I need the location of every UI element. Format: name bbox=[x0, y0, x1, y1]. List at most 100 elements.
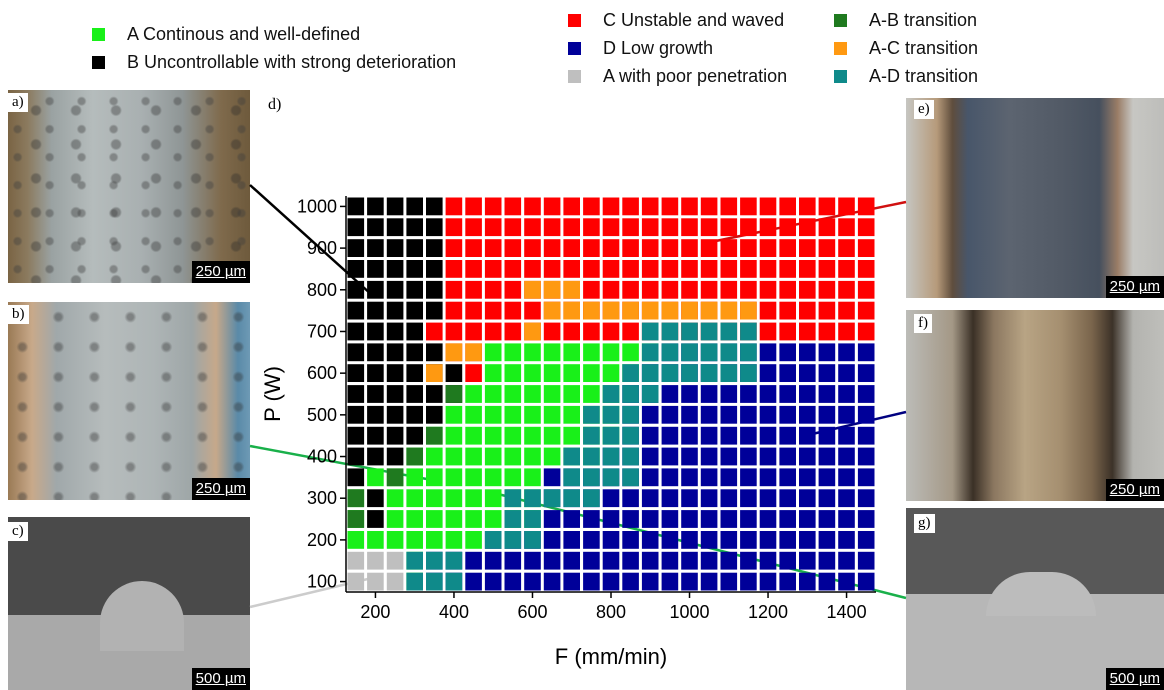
heatmap-cell bbox=[347, 322, 365, 341]
heatmap-cell bbox=[779, 426, 796, 445]
heatmap-cell bbox=[661, 447, 679, 466]
heatmap-cell bbox=[563, 531, 580, 549]
heatmap-cell bbox=[622, 197, 639, 216]
heatmap-cell bbox=[838, 343, 855, 362]
heatmap-cell bbox=[838, 218, 855, 237]
heatmap-cell bbox=[543, 385, 561, 403]
heatmap-cell-transition bbox=[700, 364, 718, 382]
heatmap-cell bbox=[347, 531, 365, 549]
heatmap-cell bbox=[740, 239, 757, 257]
legend-swatch bbox=[834, 14, 847, 27]
scale-bar-e: 250 µm bbox=[1105, 276, 1164, 298]
heatmap-cell bbox=[426, 510, 443, 528]
heatmap-cell bbox=[779, 280, 796, 299]
legend-swatch bbox=[568, 70, 581, 83]
legend-item: C Unstable and waved bbox=[568, 10, 784, 31]
x-tick-label: 1200 bbox=[748, 602, 788, 622]
heatmap-cell bbox=[504, 218, 522, 237]
heatmap-cell bbox=[779, 531, 796, 549]
heatmap-cell bbox=[583, 343, 600, 362]
heatmap-cell bbox=[661, 260, 679, 278]
heatmap-cell bbox=[838, 531, 855, 549]
heatmap-cell bbox=[445, 489, 463, 508]
heatmap-cell bbox=[720, 239, 738, 257]
heatmap-cell bbox=[367, 280, 384, 299]
heatmap-cell bbox=[838, 510, 855, 528]
heatmap-cell bbox=[484, 280, 502, 299]
heatmap-cell bbox=[838, 301, 855, 320]
heatmap-cell bbox=[426, 218, 443, 237]
heatmap-cell bbox=[406, 301, 423, 320]
heatmap-cell-transition bbox=[406, 447, 423, 466]
heatmap-cell bbox=[681, 260, 698, 278]
heatmap-cell bbox=[426, 260, 443, 278]
heatmap-cell-transition bbox=[583, 426, 600, 445]
heatmap-cell bbox=[465, 218, 482, 237]
heatmap-cell bbox=[406, 260, 423, 278]
heatmap-cell bbox=[602, 260, 620, 278]
heatmap-cell bbox=[465, 385, 482, 403]
heatmap-cell bbox=[857, 468, 875, 487]
heatmap-cell bbox=[484, 218, 502, 237]
heatmap-cell bbox=[524, 343, 541, 362]
legend-swatch bbox=[834, 70, 847, 83]
heatmap-cell bbox=[759, 197, 777, 216]
heatmap-cell-transition bbox=[445, 572, 463, 591]
x-axis-label: F (mm/min) bbox=[555, 644, 667, 669]
heatmap-cell bbox=[406, 364, 423, 382]
heatmap-cell bbox=[838, 364, 855, 382]
heatmap-cell bbox=[700, 447, 718, 466]
heatmap-cell bbox=[838, 468, 855, 487]
heatmap-cell bbox=[661, 405, 679, 424]
heatmap-cell bbox=[543, 197, 561, 216]
heatmap-cell bbox=[367, 385, 384, 403]
heatmap-cell bbox=[759, 218, 777, 237]
heatmap-cell bbox=[818, 322, 836, 341]
heatmap-cell bbox=[740, 572, 757, 591]
heatmap-cell bbox=[406, 322, 423, 341]
heatmap-cell bbox=[818, 197, 836, 216]
heatmap-cell-transition bbox=[426, 551, 443, 570]
heatmap-cell bbox=[700, 426, 718, 445]
heatmap-cell bbox=[367, 364, 384, 382]
heatmap-cell bbox=[622, 551, 639, 570]
heatmap-cell bbox=[857, 405, 875, 424]
scale-bar-a: 250 µm bbox=[191, 261, 250, 283]
panel-letter-c: c) bbox=[8, 522, 28, 541]
heatmap-cell bbox=[681, 531, 698, 549]
heatmap-cell bbox=[857, 260, 875, 278]
heatmap-cell bbox=[681, 385, 698, 403]
heatmap-cell bbox=[543, 239, 561, 257]
heatmap-cell-transition bbox=[641, 343, 659, 362]
heatmap-cell bbox=[386, 364, 404, 382]
heatmap-cell bbox=[563, 260, 580, 278]
heatmap-cell bbox=[426, 322, 443, 341]
heatmap-cell bbox=[445, 510, 463, 528]
heatmap-cell bbox=[779, 197, 796, 216]
heatmap-cell bbox=[681, 280, 698, 299]
heatmap-cell-transition bbox=[661, 322, 679, 341]
heatmap-cell bbox=[759, 405, 777, 424]
heatmap-cell bbox=[622, 260, 639, 278]
heatmap-cell bbox=[720, 197, 738, 216]
x-tick-label: 400 bbox=[439, 602, 469, 622]
heatmap-cell bbox=[563, 364, 580, 382]
heatmap-cell bbox=[583, 385, 600, 403]
heatmap-cell-transition bbox=[681, 322, 698, 341]
heatmap-cell-transition bbox=[445, 343, 463, 362]
heatmap-cell bbox=[857, 426, 875, 445]
heatmap-cell-transition bbox=[720, 364, 738, 382]
legend-item: D Low growth bbox=[568, 38, 713, 59]
legend-swatch bbox=[568, 42, 581, 55]
heatmap-cell bbox=[740, 531, 757, 549]
scale-bar-b: 250 µm bbox=[191, 478, 250, 500]
heatmap-cell bbox=[347, 405, 365, 424]
heatmap-cell bbox=[504, 260, 522, 278]
heatmap-cell bbox=[347, 426, 365, 445]
heatmap-cell-transition bbox=[563, 301, 580, 320]
heatmap-cell bbox=[406, 197, 423, 216]
heatmap-cell bbox=[484, 405, 502, 424]
heatmap-cell bbox=[386, 572, 404, 591]
heatmap-cell bbox=[504, 468, 522, 487]
heatmap-cell bbox=[543, 322, 561, 341]
